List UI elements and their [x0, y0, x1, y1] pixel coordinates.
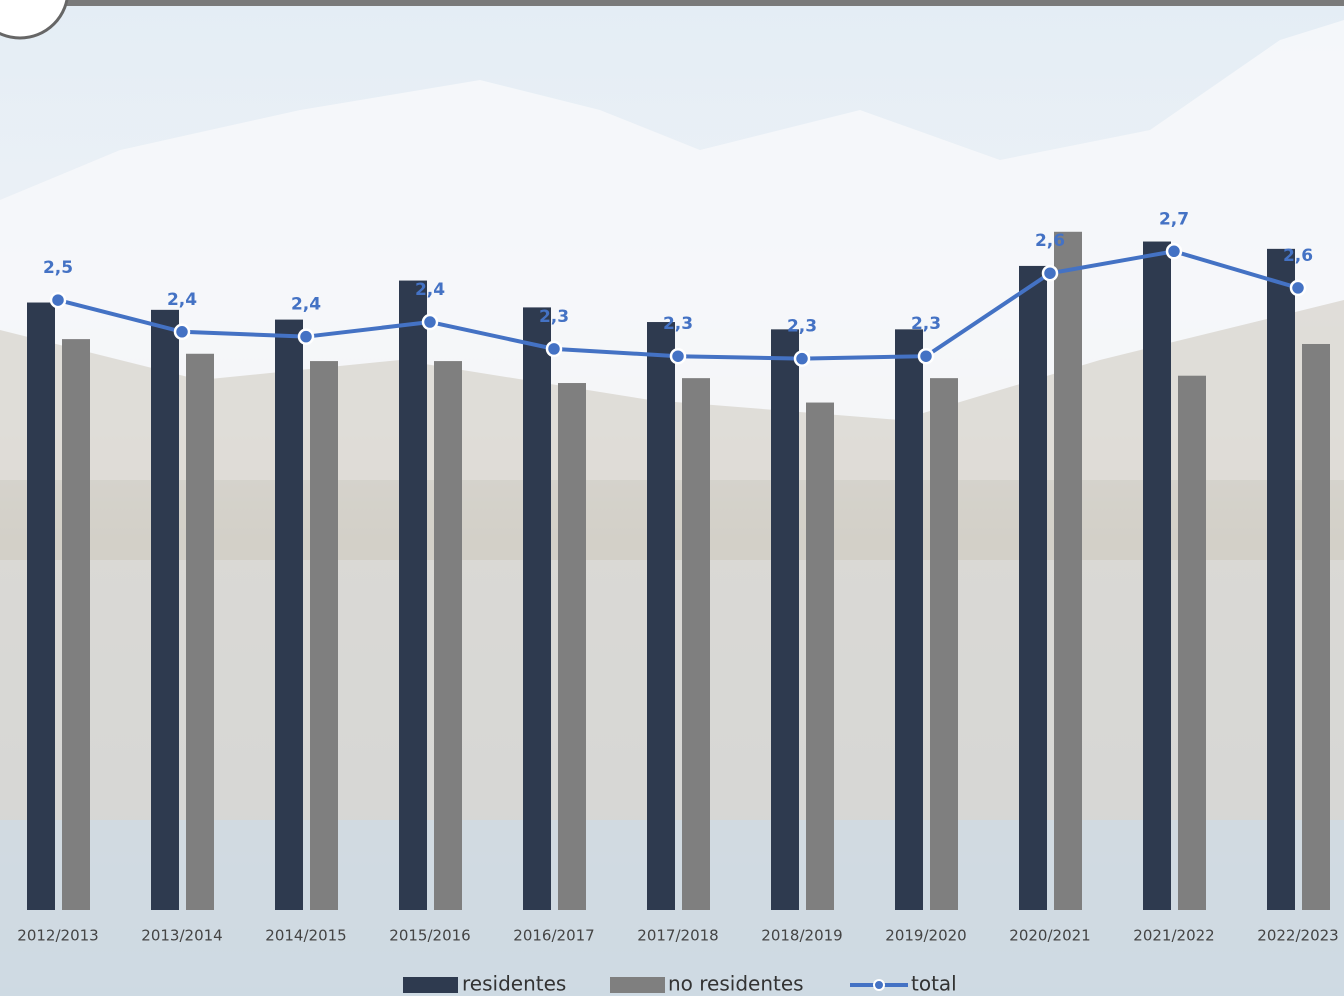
legend-swatch: [610, 977, 665, 993]
x-tick-label: 2013/2014: [141, 927, 222, 945]
legend-label: total: [911, 972, 957, 996]
x-tick-label: 2014/2015: [265, 927, 346, 945]
data-label: 2,5: [43, 258, 73, 278]
bar: [1302, 343, 1330, 910]
bar: [27, 302, 55, 910]
point: [669, 347, 687, 365]
point: [1165, 243, 1183, 260]
data-label: 2,6: [1035, 231, 1065, 251]
data-label: 2,4: [291, 295, 321, 315]
bar: [771, 329, 799, 910]
x-tick-label: 2019/2020: [885, 927, 966, 945]
bar: [1143, 241, 1171, 911]
bar: [523, 307, 551, 910]
data-label: 2,3: [787, 317, 817, 337]
legend-label: no residentes: [668, 972, 804, 996]
point: [421, 313, 439, 331]
x-tick-label: 2021/2022: [1133, 927, 1214, 945]
bar: [434, 361, 462, 910]
bar: [1054, 231, 1082, 911]
x-tick-label: 2017/2018: [637, 927, 718, 945]
bar: [682, 378, 710, 910]
x-tick-label: 2015/2016: [389, 927, 470, 945]
bar: [1178, 375, 1206, 910]
point: [297, 328, 315, 345]
legend-label: residentes: [462, 972, 566, 996]
x-tick-label: 2016/2017: [513, 927, 594, 945]
bar: [62, 339, 90, 910]
point: [173, 323, 191, 341]
point: [1041, 264, 1059, 282]
bar: [310, 361, 338, 910]
legend-swatch: [873, 979, 885, 991]
bar: [930, 378, 958, 910]
legend: residentes no residentes total: [403, 972, 957, 996]
x-tick-label: 2020/2021: [1009, 927, 1090, 945]
point: [1289, 279, 1307, 297]
bar: [1267, 248, 1295, 911]
x-tick-label: 2022/2023: [1257, 927, 1338, 945]
point: [49, 291, 67, 309]
bar: [806, 402, 834, 910]
point: [545, 340, 563, 358]
legend-swatch: [403, 977, 458, 993]
bar: [558, 383, 586, 910]
data-label: 2,4: [415, 280, 445, 300]
bar: [151, 309, 179, 911]
data-label: 2,3: [539, 307, 569, 327]
bar: [186, 353, 214, 910]
bar: [275, 319, 303, 910]
bar: [399, 280, 427, 910]
point: [917, 347, 935, 365]
bar: [1019, 265, 1047, 910]
data-label: 2,4: [167, 290, 197, 310]
bar: [647, 322, 675, 910]
data-label: 2,7: [1159, 209, 1189, 229]
data-label: 2,6: [1283, 246, 1313, 266]
data-label: 2,3: [663, 314, 693, 334]
data-label: 2,3: [911, 314, 941, 334]
x-tick-label: 2012/2013: [17, 927, 98, 945]
bar: [895, 329, 923, 910]
point: [793, 350, 811, 367]
x-tick-label: 2018/2019: [761, 927, 842, 945]
